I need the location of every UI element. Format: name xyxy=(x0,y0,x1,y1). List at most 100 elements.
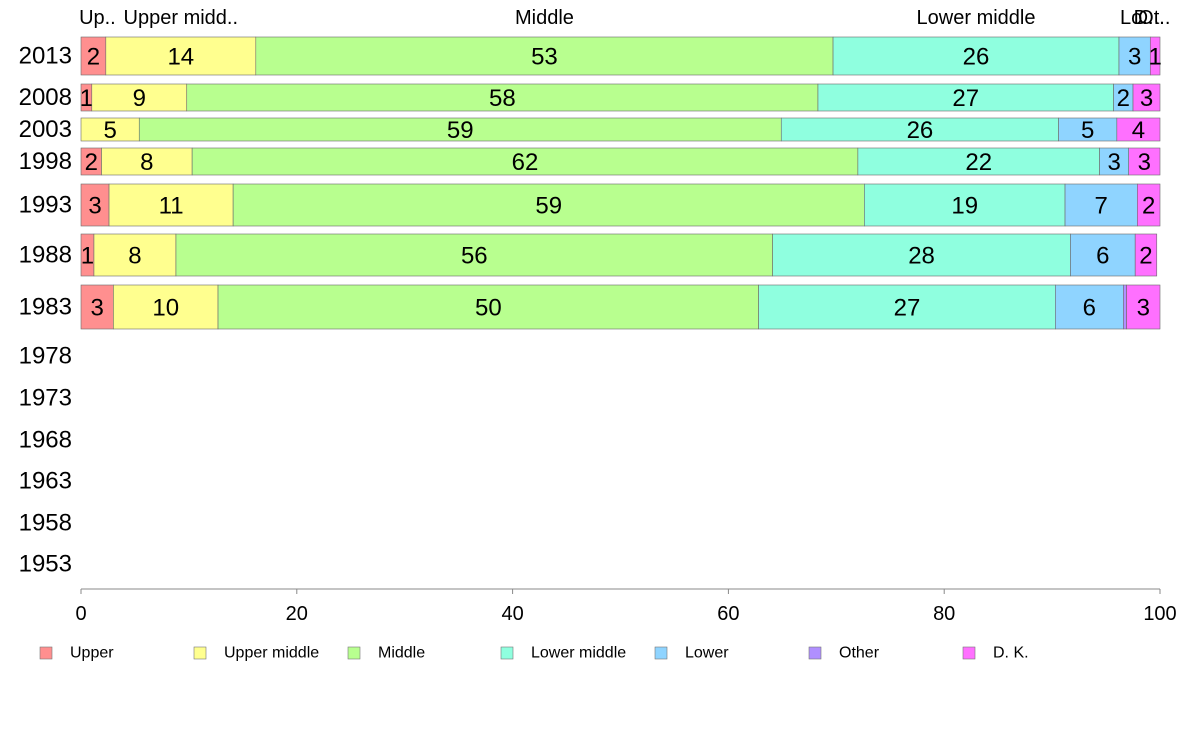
series-top-label: Middle xyxy=(515,7,574,29)
y-tick-label: 1963 xyxy=(19,468,72,495)
bar-segment xyxy=(1137,183,1161,227)
bar-segment xyxy=(758,284,1056,330)
data-label: 59 xyxy=(447,117,474,144)
series-top-label: D... xyxy=(1134,7,1165,29)
bar-segment xyxy=(232,183,865,227)
data-label: 2 xyxy=(85,149,98,176)
legend-label: Upper xyxy=(70,645,114,662)
y-tick-label: 1978 xyxy=(19,343,72,370)
data-label: 3 xyxy=(1107,149,1120,176)
bar-segment xyxy=(772,233,1071,277)
data-label: 8 xyxy=(128,243,141,270)
bar-segment xyxy=(80,183,110,227)
bar-segment xyxy=(1132,83,1161,112)
data-label: 6 xyxy=(1096,243,1109,270)
bar-segment xyxy=(1126,284,1161,330)
y-tick-label: 1968 xyxy=(19,427,72,454)
x-tick-label: 20 xyxy=(286,603,308,625)
bar-segment xyxy=(105,36,257,76)
data-label: 5 xyxy=(103,117,116,144)
x-tick-label: 40 xyxy=(501,603,523,625)
data-label: 3 xyxy=(1128,44,1141,71)
data-label: 53 xyxy=(531,44,558,71)
x-tick-label: 60 xyxy=(717,603,739,625)
legend-swatch xyxy=(193,646,207,660)
bar-segment xyxy=(1118,36,1151,76)
bar-segment xyxy=(186,83,819,112)
bar-segment xyxy=(857,147,1100,176)
legend-label: Other xyxy=(839,645,880,662)
legend-swatch xyxy=(39,646,53,660)
data-label: 1 xyxy=(1148,44,1161,71)
data-label: 7 xyxy=(1095,193,1108,220)
y-tick-label: 1998 xyxy=(19,148,72,175)
data-label: 62 xyxy=(512,149,539,176)
data-label: 1 xyxy=(81,243,94,270)
data-label: 1 xyxy=(80,85,93,112)
legend-swatch xyxy=(347,646,361,660)
bar-segment xyxy=(1099,147,1130,176)
y-tick-label: 2003 xyxy=(19,116,72,143)
data-label: 26 xyxy=(907,117,934,144)
y-tick-label: 1958 xyxy=(19,510,72,537)
data-label: 2 xyxy=(1139,243,1152,270)
bar-segment xyxy=(101,147,193,176)
bar-segment xyxy=(80,36,107,76)
y-tick-label: 1973 xyxy=(19,385,72,412)
y-tick-label: 1983 xyxy=(19,294,72,321)
y-tick-label: 1993 xyxy=(19,192,72,219)
data-label: 3 xyxy=(91,295,104,322)
legend-swatch xyxy=(654,646,668,660)
bar-segment xyxy=(93,233,177,277)
legend-swatch xyxy=(962,646,976,660)
data-label: 2 xyxy=(1117,85,1130,112)
bar-segment xyxy=(255,36,834,76)
legend-label: Middle xyxy=(378,645,425,662)
x-tick-label: 100 xyxy=(1143,603,1176,625)
data-label: 2 xyxy=(87,44,100,71)
data-label: 14 xyxy=(167,44,194,71)
series-top-label: Lo.. xyxy=(1120,7,1153,29)
bar-segment xyxy=(1064,183,1138,227)
data-label: 5 xyxy=(1081,117,1094,144)
y-tick-label: 2008 xyxy=(19,84,72,111)
data-label: 56 xyxy=(461,243,488,270)
data-label: 4 xyxy=(1132,117,1145,144)
data-label: 19 xyxy=(951,193,978,220)
data-label: 2 xyxy=(1142,193,1155,220)
bar-segment xyxy=(864,183,1066,227)
series-top-label: Ot.. xyxy=(1138,7,1170,29)
data-label: 3 xyxy=(88,193,101,220)
series-top-label: Up.. xyxy=(79,7,116,29)
data-label: 59 xyxy=(535,193,562,220)
data-label: 27 xyxy=(952,85,979,112)
data-label: 3 xyxy=(1137,295,1150,322)
bar-segment xyxy=(832,36,1120,76)
x-tick-label: 80 xyxy=(933,603,955,625)
bar-segment xyxy=(1123,284,1127,330)
data-label: 3 xyxy=(1138,149,1151,176)
legend-swatch xyxy=(808,646,822,660)
bar-segment xyxy=(1134,233,1158,277)
data-label: 11 xyxy=(159,193,184,220)
bar-segment xyxy=(91,83,188,112)
bar-segment xyxy=(217,284,759,330)
legend-label: Lower xyxy=(685,645,729,662)
data-label: 26 xyxy=(963,44,990,71)
bar-segment xyxy=(108,183,234,227)
data-label: 28 xyxy=(908,243,935,270)
data-label: 8 xyxy=(140,149,153,176)
legend-label: Upper middle xyxy=(224,645,319,662)
data-label: 9 xyxy=(133,85,146,112)
bar-segment xyxy=(1116,117,1161,142)
series-top-label: Upper midd.. xyxy=(124,7,239,29)
data-label: 50 xyxy=(475,295,502,322)
data-label: 3 xyxy=(1140,85,1153,112)
y-tick-label: 1988 xyxy=(19,242,72,269)
legend-label: Lower middle xyxy=(531,645,626,662)
y-tick-label: 1953 xyxy=(19,551,72,578)
data-label: 10 xyxy=(152,295,179,322)
bar-segment xyxy=(191,147,859,176)
bar-segment xyxy=(1149,36,1161,76)
